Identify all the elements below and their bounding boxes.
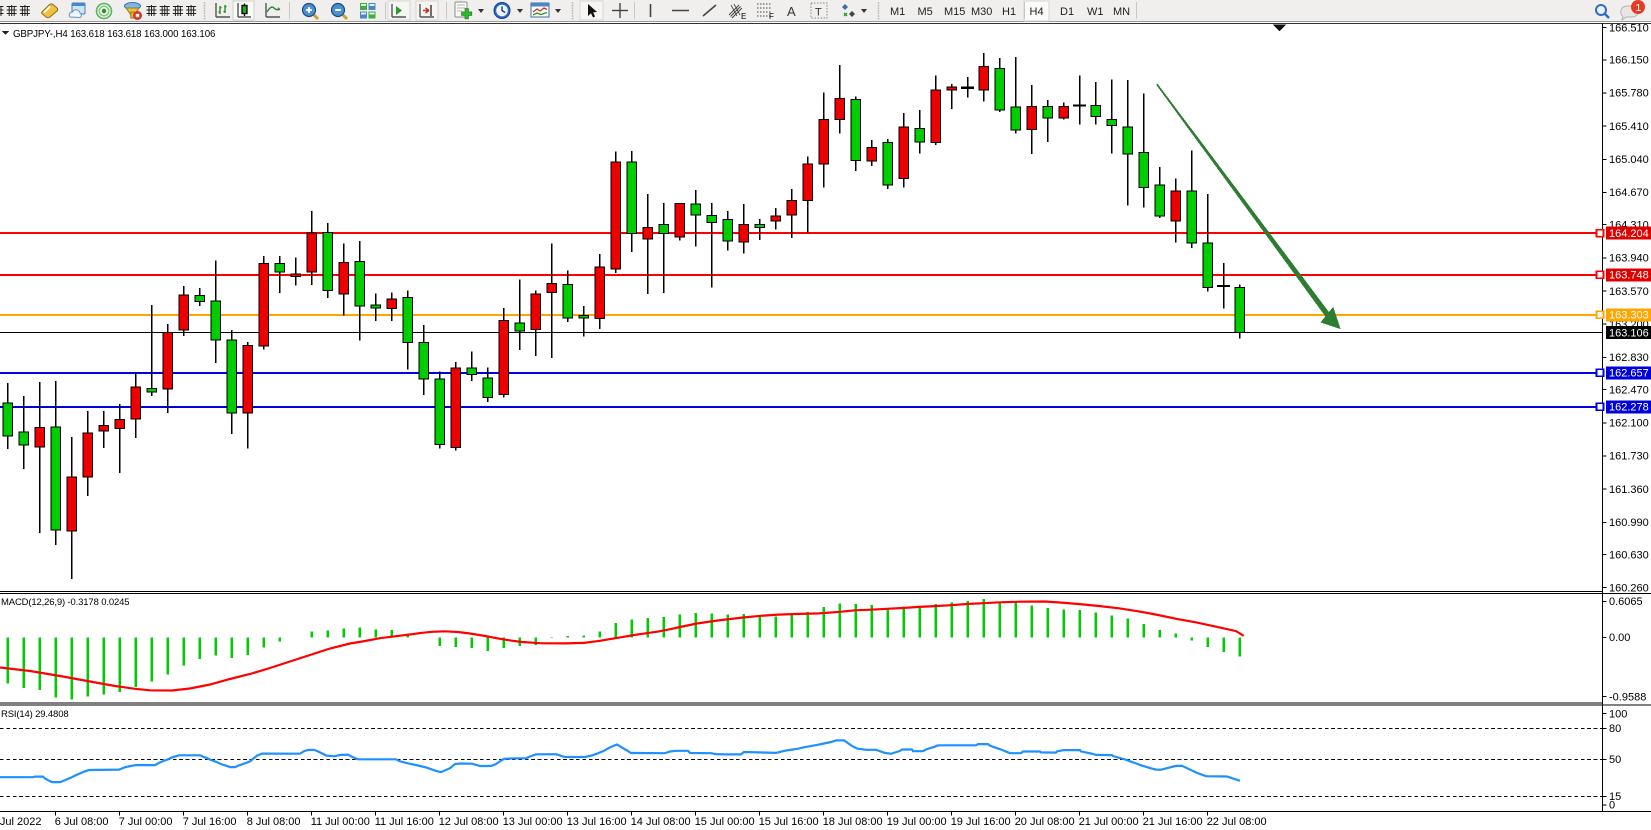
svg-text:162.830: 162.830: [1609, 352, 1649, 364]
svg-text:M1: M1: [890, 6, 905, 18]
svg-text:163.106: 163.106: [1609, 327, 1649, 339]
svg-text:165.410: 165.410: [1609, 121, 1649, 133]
svg-text:166.510: 166.510: [1609, 22, 1649, 34]
svg-text:MN: MN: [1113, 6, 1130, 18]
svg-text:M5: M5: [918, 6, 933, 18]
svg-text:162.470: 162.470: [1609, 384, 1649, 396]
svg-text:19 Jul 00:00: 19 Jul 00:00: [887, 816, 947, 828]
svg-text:D1: D1: [1060, 6, 1074, 18]
svg-text:161.360: 161.360: [1609, 484, 1649, 496]
svg-text:0: 0: [1609, 800, 1615, 812]
svg-text:M30: M30: [971, 6, 992, 18]
svg-text:0.6065: 0.6065: [1609, 596, 1643, 608]
svg-text:164.670: 164.670: [1609, 187, 1649, 199]
svg-text:15: 15: [1609, 791, 1621, 803]
svg-text:163.303: 163.303: [1609, 310, 1649, 322]
svg-text:E: E: [741, 12, 746, 21]
svg-text:160.990: 160.990: [1609, 517, 1649, 529]
svg-text:166.150: 166.150: [1609, 55, 1649, 67]
svg-text:MACD(12,26,9) -0.3178 0.0245: MACD(12,26,9) -0.3178 0.0245: [1, 597, 129, 608]
svg-text:163.940: 163.940: [1609, 253, 1649, 265]
svg-text:0.00: 0.00: [1609, 632, 1630, 644]
svg-text:21 Jul 00:00: 21 Jul 00:00: [1079, 816, 1139, 828]
svg-text:18 Jul 08:00: 18 Jul 08:00: [823, 816, 883, 828]
svg-text:F: F: [769, 12, 774, 21]
svg-text:W1: W1: [1087, 6, 1104, 18]
svg-text:-0.9588: -0.9588: [1609, 691, 1646, 703]
svg-text:M15: M15: [944, 6, 965, 18]
svg-text:160.260: 160.260: [1609, 583, 1649, 595]
svg-text:12 Jul 08:00: 12 Jul 08:00: [439, 816, 499, 828]
svg-text:T: T: [815, 7, 822, 19]
svg-text:H4: H4: [1030, 6, 1044, 18]
svg-text:RSI(14) 29.4808: RSI(14) 29.4808: [1, 709, 68, 720]
svg-text:1: 1: [1636, 2, 1642, 14]
svg-text:A: A: [787, 4, 796, 19]
svg-text:6 Jul 08:00: 6 Jul 08:00: [55, 816, 109, 828]
svg-text:164.204: 164.204: [1609, 228, 1649, 240]
svg-text:21 Jul 16:00: 21 Jul 16:00: [1143, 816, 1203, 828]
svg-text:11 Jul 16:00: 11 Jul 16:00: [375, 816, 434, 828]
svg-text:15 Jul 00:00: 15 Jul 00:00: [695, 816, 755, 828]
svg-text:165.040: 165.040: [1609, 154, 1649, 166]
svg-text:7 Jul 00:00: 7 Jul 00:00: [119, 816, 173, 828]
svg-text:14 Jul 08:00: 14 Jul 08:00: [631, 816, 691, 828]
svg-text:163.570: 163.570: [1609, 286, 1649, 298]
svg-text:7 Jul 16:00: 7 Jul 16:00: [183, 816, 237, 828]
svg-text:GBPJPY-,H4 163.618 163.618 16: GBPJPY-,H4 163.618 163.618 163.000 163.1…: [13, 29, 215, 40]
svg-text:20 Jul 08:00: 20 Jul 08:00: [1015, 816, 1075, 828]
svg-text:13 Jul 00:00: 13 Jul 00:00: [503, 816, 563, 828]
svg-text:165.780: 165.780: [1609, 88, 1649, 100]
svg-text:5 Jul 2022: 5 Jul 2022: [0, 816, 41, 828]
svg-text:8 Jul 08:00: 8 Jul 08:00: [247, 816, 301, 828]
svg-text:22 Jul 08:00: 22 Jul 08:00: [1207, 816, 1267, 828]
svg-text:13 Jul 16:00: 13 Jul 16:00: [567, 816, 627, 828]
svg-text:100: 100: [1609, 709, 1627, 721]
svg-text:163.748: 163.748: [1609, 270, 1649, 282]
svg-text:15 Jul 16:00: 15 Jul 16:00: [759, 816, 819, 828]
svg-text:50: 50: [1609, 754, 1621, 766]
svg-text:80: 80: [1609, 723, 1621, 735]
svg-text:162.657: 162.657: [1609, 368, 1649, 380]
svg-text:H1: H1: [1002, 6, 1016, 18]
svg-text:162.278: 162.278: [1609, 402, 1649, 414]
svg-text:162.100: 162.100: [1609, 418, 1649, 430]
svg-text:161.730: 161.730: [1609, 451, 1649, 463]
svg-text:11 Jul 00:00: 11 Jul 00:00: [311, 816, 370, 828]
svg-text:19 Jul 16:00: 19 Jul 16:00: [951, 816, 1011, 828]
svg-text:160.630: 160.630: [1609, 549, 1649, 561]
